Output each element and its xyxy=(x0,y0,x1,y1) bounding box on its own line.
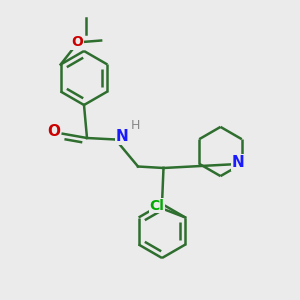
Text: Cl: Cl xyxy=(149,199,164,212)
Text: O: O xyxy=(71,35,83,49)
Text: N: N xyxy=(232,155,244,170)
Text: N: N xyxy=(116,129,128,144)
Text: H: H xyxy=(130,119,140,133)
Text: O: O xyxy=(47,124,61,140)
